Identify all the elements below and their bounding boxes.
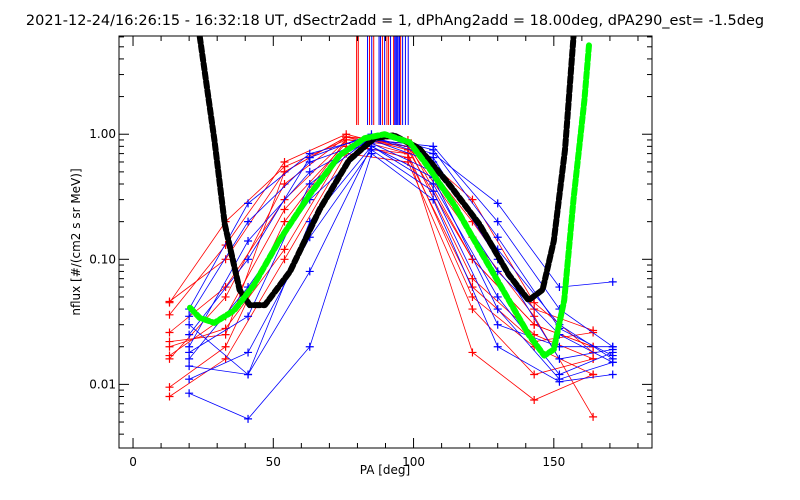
x-tick-label: 150 (542, 455, 565, 469)
series-line-blue-3 (188, 139, 613, 360)
data-point-marker (305, 167, 314, 176)
data-point-marker (185, 320, 194, 329)
series-line-red-5 (169, 139, 594, 418)
data-point-marker (280, 245, 289, 254)
data-point-marker (555, 354, 564, 363)
data-point-marker (185, 389, 194, 398)
data-point-marker (530, 320, 539, 329)
data-point-marker (493, 342, 502, 351)
data-point-marker (244, 312, 253, 321)
data-point-marker (468, 305, 477, 314)
data-point-marker (165, 337, 174, 346)
data-point-marker (305, 153, 314, 162)
data-point-marker (493, 320, 502, 329)
data-point-marker (244, 237, 253, 246)
data-point-marker (185, 312, 194, 321)
series-line-red-2 (169, 139, 594, 348)
data-point-marker (555, 375, 564, 384)
data-point-marker (221, 330, 230, 339)
x-tick-label: 0 (129, 455, 137, 469)
data-point-marker (221, 354, 230, 363)
x-tick-label: 100 (402, 455, 425, 469)
data-point-marker (468, 255, 477, 264)
data-point-marker (429, 145, 438, 154)
data-point-marker (165, 328, 174, 337)
data-point-marker (185, 362, 194, 371)
data-point-marker (468, 292, 477, 301)
y-tick-label: 1.00 (89, 127, 116, 141)
data-point-marker (493, 305, 502, 314)
data-point-marker (280, 255, 289, 264)
data-point-marker (305, 267, 314, 276)
data-point-marker (221, 342, 230, 351)
x-tick-label: 50 (266, 455, 281, 469)
data-point-marker (280, 205, 289, 214)
data-point-marker (555, 283, 564, 292)
data-point-marker (493, 233, 502, 242)
data-point-marker (280, 162, 289, 171)
x-axis-label: PA [deg] (360, 463, 410, 477)
data-point-marker (221, 283, 230, 292)
data-point-marker (221, 292, 230, 301)
data-point-marker (342, 135, 351, 144)
series-line-red-9 (169, 142, 594, 356)
series-line-blue-5 (188, 145, 613, 376)
chart-title: 2021-12-24/16:26:15 - 16:32:18 UT, dSect… (26, 13, 764, 29)
data-point-marker (608, 370, 617, 379)
data-point-marker (165, 383, 174, 392)
series-line-blue-10 (189, 145, 613, 380)
data-point-marker (185, 348, 194, 357)
data-point-marker (530, 370, 539, 379)
y-tick-label: 0.01 (89, 377, 116, 391)
data-point-marker (185, 330, 194, 339)
data-point-marker (530, 312, 539, 321)
data-point-marker (244, 255, 253, 264)
data-point-marker (493, 217, 502, 226)
data-point-marker (305, 180, 314, 188)
data-point-marker (244, 217, 253, 226)
data-point-marker (608, 351, 617, 360)
y-axis-label: nflux [#/(cm2 s sr MeV)] (69, 168, 83, 315)
series-line-red-6 (169, 153, 594, 397)
data-point-marker (165, 392, 174, 401)
data-point-marker (244, 370, 253, 379)
axes: 0 50 100 150 0.01 0.10 1.00 (89, 35, 653, 469)
data-point-marker (429, 187, 438, 196)
data-point-marker (468, 348, 477, 357)
data-point-marker (280, 217, 289, 226)
data-point-marker (244, 348, 253, 357)
data-point-marker (165, 310, 174, 319)
data-point-marker (244, 199, 253, 208)
data-point-marker (608, 358, 617, 367)
plot-content (165, 36, 617, 423)
data-point-marker (589, 412, 598, 421)
series-line-blue-6 (188, 152, 613, 420)
data-point-marker (305, 342, 314, 351)
data-point-marker (608, 277, 617, 286)
data-point-marker (221, 255, 230, 264)
y-tick-label: 0.10 (89, 252, 116, 266)
data-point-marker (165, 298, 174, 307)
data-point-marker (530, 298, 539, 307)
data-point-marker (165, 351, 174, 360)
plot-area (165, 36, 617, 423)
data-point-marker (185, 375, 194, 384)
green-fit-curve (187, 39, 593, 359)
series-line-blue-8 (188, 136, 613, 360)
data-point-marker (244, 414, 253, 423)
data-point-marker (429, 195, 438, 204)
data-point-marker (493, 199, 502, 208)
data-point-marker (493, 292, 502, 301)
data-point-marker (530, 396, 539, 405)
